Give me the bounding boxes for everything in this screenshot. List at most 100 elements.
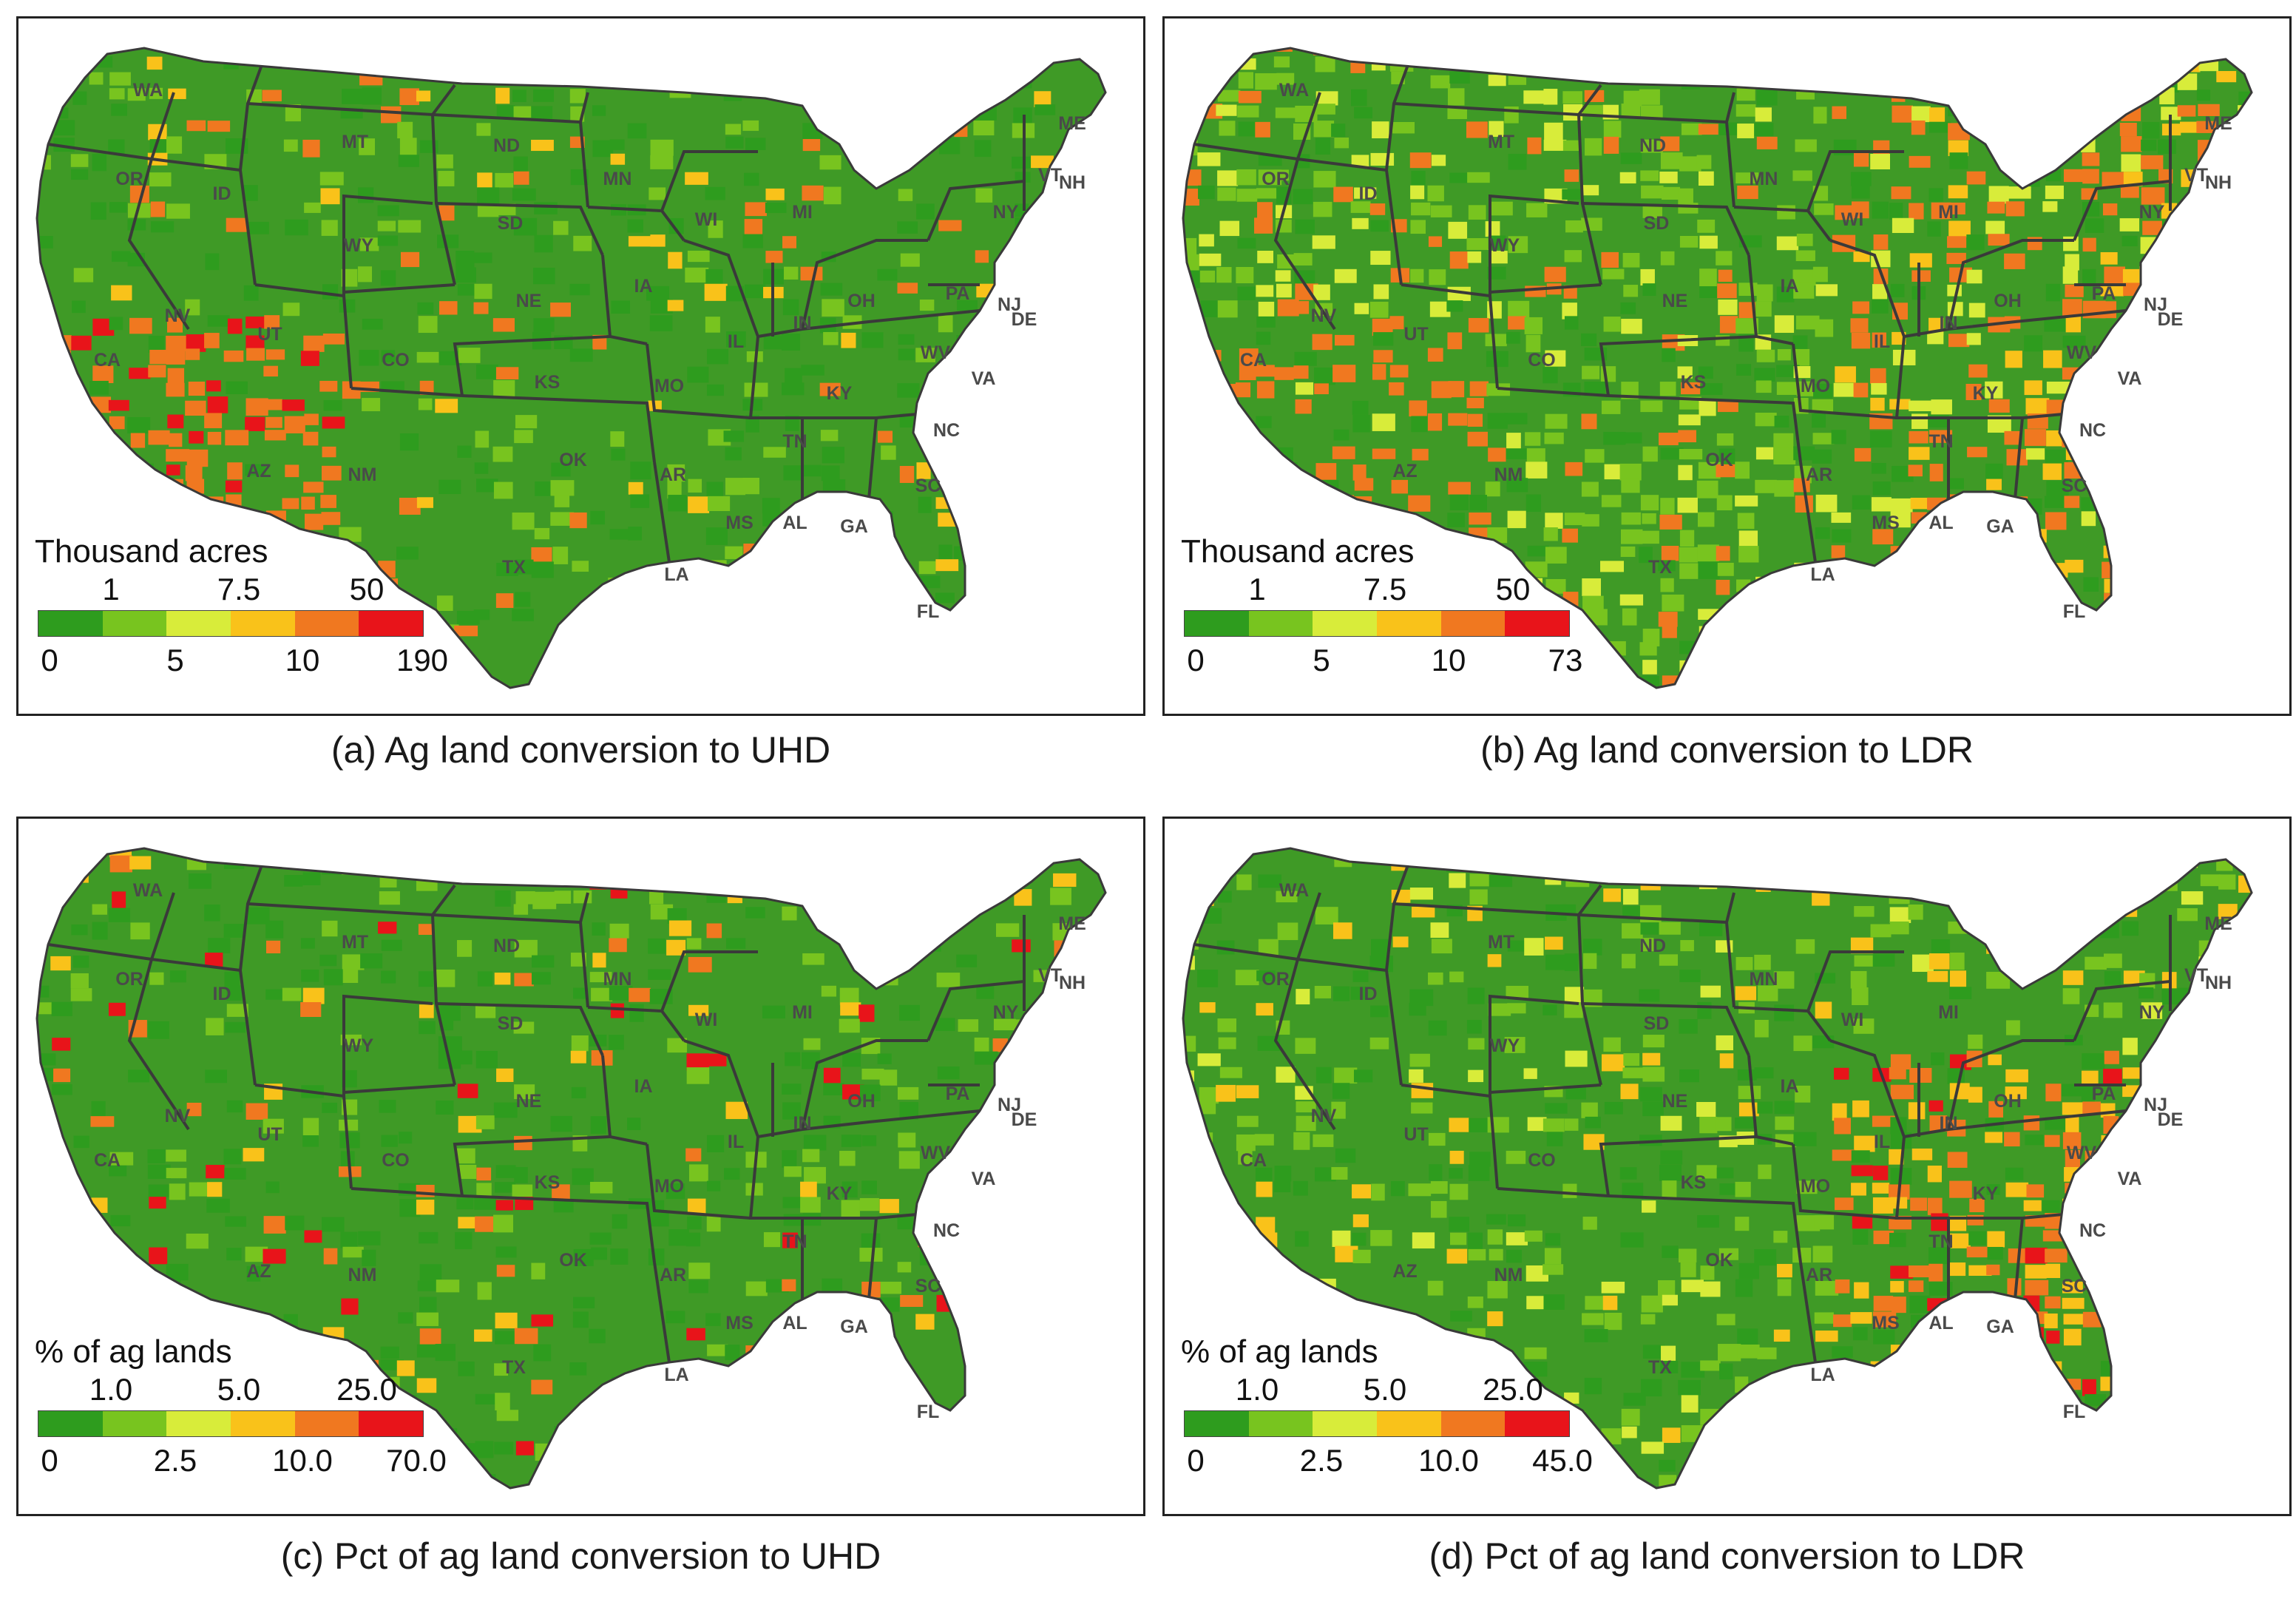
county-cell [1988,234,2010,246]
county-cell [1273,1295,1294,1308]
county-cell [1988,1101,2003,1118]
county-cell [1719,657,1735,671]
county-cell [1523,48,1540,58]
county-cell [148,430,170,445]
county-cell [436,1101,454,1115]
state-label-ms: MS [1872,1313,1900,1333]
county-cell [802,464,822,477]
county-cell [1851,579,1875,595]
county-cell [1408,495,1431,512]
state-label-nm: NM [1494,1265,1523,1285]
county-cell [2238,1295,2252,1313]
county-cell [1735,675,1758,688]
caption-d: (d) Pct of ag land conversion to LDR [1429,1535,2025,1577]
county-cell [110,1214,131,1227]
county-cell [1410,268,1424,283]
county-cell [418,971,434,987]
county-cell [2181,203,2202,221]
county-cell [1968,1265,1992,1276]
county-cell [2161,1069,2179,1082]
county-cell [2082,1311,2102,1328]
state-boundary [660,150,758,212]
county-cell [54,1197,77,1208]
county-cell [1966,1246,1988,1258]
county-cell [1679,547,1698,563]
county-cell [1564,513,1585,526]
legend-color-bar [38,610,424,637]
county-cell [648,187,666,200]
county-cell [2008,1492,2023,1504]
county-cell [495,87,510,104]
county-cell [1469,889,1488,905]
county-cell [534,202,558,214]
county-cell [881,106,902,121]
county-cell [417,302,434,315]
county-cell [1717,283,1737,299]
county-cell [399,1199,421,1217]
county-cell [2141,396,2161,410]
county-cell [397,121,413,139]
county-cell [1738,1262,1759,1279]
county-cell [108,907,131,922]
county-cell [1756,1458,1773,1470]
county-cell [1183,1035,1196,1052]
county-cell [358,1231,381,1245]
county-cell [2065,58,2086,70]
county-cell [1217,1314,1237,1331]
county-cell [1890,1084,1914,1100]
county-cell [2139,973,2156,989]
county-cell [1582,365,1600,379]
county-cell [2178,641,2199,659]
state-label-ia: IA [1781,276,1799,297]
county-cell [1908,1265,1932,1278]
county-cell [1853,251,1870,263]
state-label-wa: WA [1279,80,1309,101]
county-cell [726,331,746,348]
county-cell [2046,381,2070,394]
county-cell [2023,1295,2040,1313]
county-cell [1033,970,1049,982]
county-cell [2235,528,2252,544]
county-cell [2197,530,2220,546]
county-cell [1449,971,1464,983]
county-cell [166,510,188,529]
county-cell [667,907,687,924]
county-cell [53,365,76,381]
county-cell [2181,1327,2204,1340]
county-cell [2218,1231,2232,1243]
county-cell [1852,1214,1873,1229]
county-cell [1564,316,1579,330]
county-cell [823,890,839,904]
county-cell [1796,1180,1818,1194]
county-cell [877,268,898,281]
county-cell [1716,1117,1732,1132]
county-cell [1911,106,1931,123]
county-cell [2177,1264,2197,1282]
county-cell [1660,498,1675,515]
county-cell [2119,218,2140,231]
county-cell [2121,641,2145,657]
county-cell [531,106,553,121]
county-cell [1928,121,1951,133]
county-cell [1835,55,1856,70]
county-cell [1889,626,1912,637]
county-cell [149,172,172,187]
state-label-il: IL [1874,331,1890,352]
county-cell [109,72,131,86]
county-cell [514,1328,538,1345]
county-cell [2042,1230,2062,1242]
county-cell [2100,1248,2121,1262]
county-cell [2065,316,2081,333]
county-cell [1928,1282,1953,1296]
county-cell [127,219,146,231]
county-cell [785,1052,801,1066]
map-panel-d: WA OR MT ID ND MN ME SD WY NV UT CA CO NE IA KS MO AZ NM OK… [1162,817,2292,1516]
county-cell [897,692,919,705]
county-cell [1660,1360,1679,1373]
county-cell [72,91,87,105]
county-cell [1737,185,1758,200]
county-cell [1986,972,2011,989]
county-cell [1183,478,1199,490]
county-cell [974,1263,991,1277]
